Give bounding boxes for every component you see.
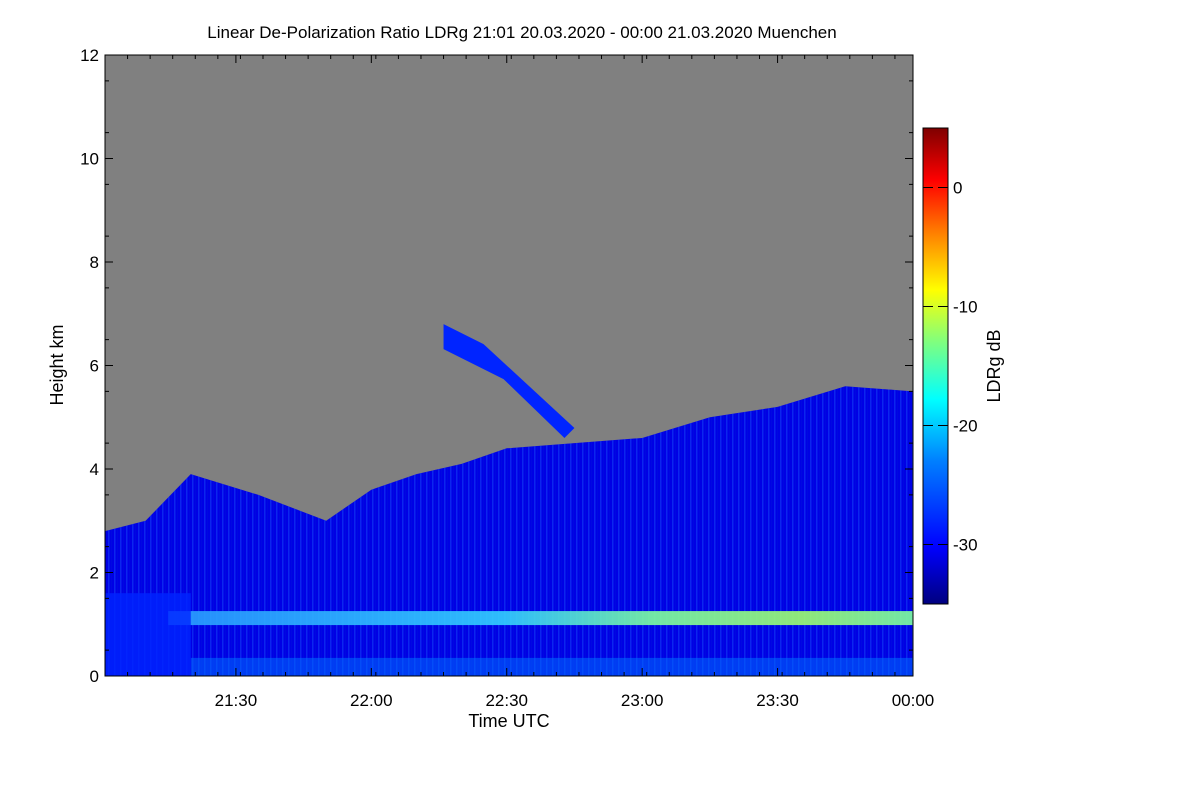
y-tick-label: 12 <box>80 46 99 65</box>
colorbar-label: LDRg dB <box>984 329 1004 402</box>
colorbar-tick-label: -20 <box>953 417 978 436</box>
colorbar-gradient <box>922 127 949 605</box>
cirrus-patch <box>443 324 575 438</box>
backscatter-layers <box>105 324 913 676</box>
y-tick-label: 10 <box>80 150 99 169</box>
cloud-streaks <box>105 386 913 676</box>
x-axis: 21:30 22:00 22:30 23:00 23:30 00:00 <box>104 55 935 710</box>
y-tick-label: 2 <box>90 564 99 583</box>
x-axis-label: Time UTC <box>468 711 549 731</box>
x-tick-label: 23:00 <box>621 691 664 710</box>
x-tick-label: 22:00 <box>350 691 393 710</box>
y-axis: 0 2 4 6 8 10 12 <box>80 46 913 686</box>
x-tick-label: 21:30 <box>215 691 258 710</box>
y-tick-label: 8 <box>90 253 99 272</box>
chart-title: Linear De-Polarization Ratio LDRg 21:01 … <box>207 23 836 42</box>
y-tick-label: 6 <box>90 357 99 376</box>
x-tick-label: 22:30 <box>485 691 528 710</box>
x-tick-label: 00:00 <box>892 691 935 710</box>
colorbar: 0 -10 -20 -30 LDRg dB <box>922 127 1004 605</box>
y-tick-label: 4 <box>90 460 99 479</box>
colorbar-tick-label: 0 <box>953 179 962 198</box>
aerosol-band <box>168 611 913 626</box>
y-tick-label: 0 <box>90 667 99 686</box>
y-axis-label: Height km <box>47 324 67 405</box>
early-low-clutter <box>105 593 191 676</box>
colorbar-ticks: 0 -10 -20 -30 <box>923 179 978 555</box>
colorbar-tick-label: -30 <box>953 536 978 555</box>
x-tick-label: 23:30 <box>756 691 799 710</box>
plot-area <box>105 55 913 676</box>
colorbar-tick-label: -10 <box>953 298 978 317</box>
